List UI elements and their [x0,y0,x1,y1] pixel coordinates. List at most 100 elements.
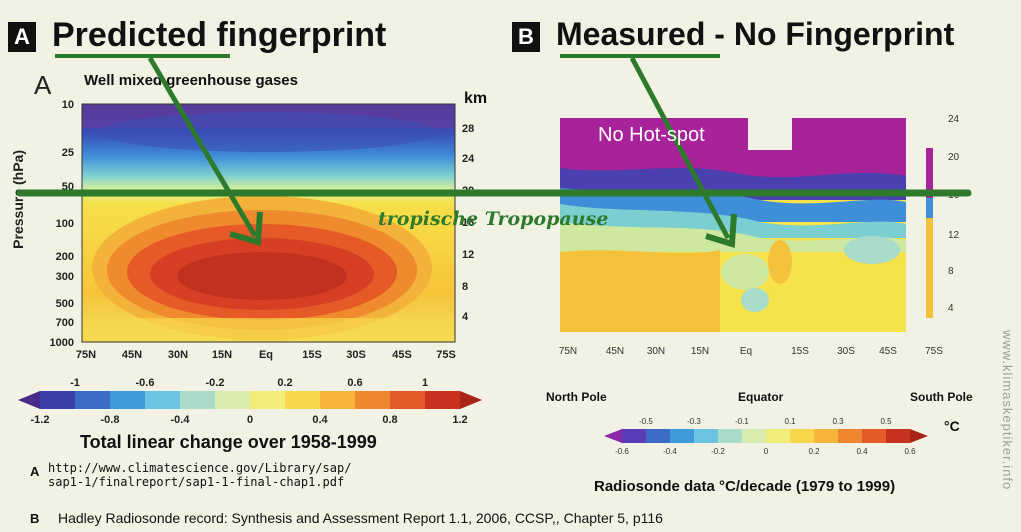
panel-a-ytick: 200 [56,251,74,263]
panel-a-km-ticks: 28 24 20 16 12 8 4 [462,123,475,323]
panel-a-colorbar [18,391,482,409]
panel-a-xtick: 15N [212,349,232,361]
panel-a-xticks: 75N 45N 30N 15N Eq 15S 30S 45S 75S [76,349,456,361]
panel-a-xtick: 30S [346,349,366,361]
panel-a-colorbar-title: Total linear change over 1958-1999 [80,432,377,452]
arrow-a-shaft [147,56,258,238]
panel-a-subtitle: Well mixed greenhouse gases [84,72,298,89]
panel-b-cbar-bottom-tick: -0.2 [711,447,725,456]
tropopause-label: tropische Tropopause [378,208,609,230]
panel-b-xticks: 75N 45N 30N 15N Eq 15S 30S 45S 75S [559,346,943,357]
panel-a-xtick: Eq [259,349,273,361]
panel-a-cbar-bottom-tick: -0.4 [171,414,191,426]
panel-b-cbar-top-tick: -0.1 [735,417,749,426]
panel-b-north-label: North Pole [546,390,607,404]
panel-b-cbar-bottom-tick: 0 [764,447,769,456]
panel-b-unit: °C [944,418,960,434]
footer-text: Hadley Radiosonde record: Synthesis and … [58,510,663,526]
panel-a-km-tick: 28 [462,123,474,135]
panel-a-ytick: 1000 [50,337,74,349]
panel-a-cbar-top-tick: 1 [422,377,428,389]
panel-a-km-tick: 24 [462,153,475,165]
panel-a-xtick: 15S [302,349,322,361]
panel-b-xtick: 45N [606,346,624,357]
panel-a-cbar-bottom-tick: -1.2 [31,414,50,426]
panel-a-colorbar-ticks: -1 -0.6 -0.2 0.2 0.6 1 -1.2 -0.8 -0.4 0 … [31,377,468,426]
panel-b-xtick: 75S [925,346,943,357]
panel-a-letter: A [34,70,52,100]
panel-b-xtick: Eq [740,346,752,357]
panel-a-cbar-bottom-tick: -0.8 [101,414,120,426]
panel-b-cbar-bottom-tick: 0.6 [904,447,916,456]
panel-a-cbar-bottom-tick: 0.4 [312,414,328,426]
panel-b-title: Measured - No Fingerprint [556,16,955,52]
panel-b-km-tick: 4 [948,303,954,314]
panel-a-xtick: 30N [168,349,188,361]
panel-a-cbar-top-tick: -0.2 [206,377,225,389]
panel-a-xtick: 75S [436,349,456,361]
panel-a-ytick: 10 [62,99,74,111]
panel-a-source: http://www.climatescience.gov/Library/sa… [48,461,351,489]
panel-a-ytick: 300 [56,271,74,283]
panel-b-km-tick: 24 [948,114,960,125]
panel-b-south-label: South Pole [910,390,973,404]
panel-b-cbar-top-tick: 0.1 [784,417,796,426]
panel-a-source-line1[interactable]: http://www.climatescience.gov/Library/sa… [48,461,352,475]
panel-a-cbar-top-tick: 0.2 [277,377,292,389]
panel-b-cbar-bottom-tick: 0.2 [808,447,820,456]
panel-b-km-tick: 8 [948,266,954,277]
arrow-a-head [229,211,263,246]
panel-b-cbar-top-tick: -0.5 [639,417,653,426]
panel-a-ytick: 700 [56,317,74,329]
panel-a-cbar-top-tick: -0.6 [136,377,155,389]
panel-a-ytick: 25 [62,147,74,159]
panel-b-xtick: 30N [647,346,665,357]
panel-b-hotspot-label: No Hot-spot [598,124,705,146]
panel-a-cbar-bottom-tick: 0 [247,414,253,426]
panel-b-colorbar-ticks: -0.5 -0.3 -0.1 0.1 0.3 0.5 -0.6 -0.4 -0.… [615,417,916,456]
panel-b-km-ticks: 24 20 16 12 8 4 [948,114,960,314]
arrow-b-head [705,213,737,248]
panel-a-ytick: 100 [56,218,74,230]
panel-a-km-unit: km [464,90,488,107]
panel-b-xtick: 75N [559,346,577,357]
panel-a-source-letter: A [30,464,40,479]
panel-a-badge: A [8,22,36,52]
panel-a-cbar-top-tick: -1 [70,377,80,389]
panel-b-cbar-bottom-tick: -0.4 [663,447,677,456]
panel-a-xtick: 75N [76,349,96,361]
panel-b-km-tick: 12 [948,230,960,241]
panel-b-equator-label: Equator [738,390,784,404]
panel-b-cbar-top-tick: 0.3 [832,417,844,426]
footer-letter: B [30,511,40,526]
panel-a-source-line2[interactable]: sap1-1/finalreport/sap1-1-final-chap1.pd… [48,475,345,489]
panel-b-xtick: 45S [879,346,897,357]
panel-b-cbar-bottom-tick: 0.4 [856,447,868,456]
panel-a-cbar-top-tick: 0.6 [347,377,362,389]
panel-a-cbar-bottom-tick: 0.8 [382,414,397,426]
panel-a-yticks: 10 25 50 100 200 300 500 700 1000 [50,99,74,349]
panel-b-xtick: 30S [837,346,855,357]
panel-b-cbar-bottom-tick: -0.6 [615,447,629,456]
panel-b-cbar-top-tick: -0.3 [687,417,701,426]
panel-b-xtick: 15S [791,346,809,357]
panel-a-xtick: 45N [122,349,142,361]
panel-b-cbar-top-tick: 0.5 [880,417,892,426]
green-overlay [16,54,972,248]
panel-a-title: Predicted fingerprint [52,16,387,54]
panel-a-cbar-bottom-tick: 1.2 [452,414,467,426]
panel-b-colorbar [604,429,928,443]
watermark: www.klimaskeptiker.info [1000,330,1015,491]
panel-a-km-tick: 8 [462,281,468,293]
panel-a-km-tick: 12 [462,249,474,261]
panel-b-km-tick: 20 [948,152,960,163]
panel-b-caption: Radiosonde data °C/decade (1979 to 1999) [594,478,896,495]
panel-b-xtick: 15N [691,346,709,357]
arrow-b-shaft [629,56,731,240]
panel-a-ytick: 500 [56,298,74,310]
panel-a-km-tick: 4 [462,311,469,323]
panel-a-xtick: 45S [392,349,412,361]
panel-a-km-tick: 16 [462,217,474,229]
panel-b-badge: B [512,22,540,52]
